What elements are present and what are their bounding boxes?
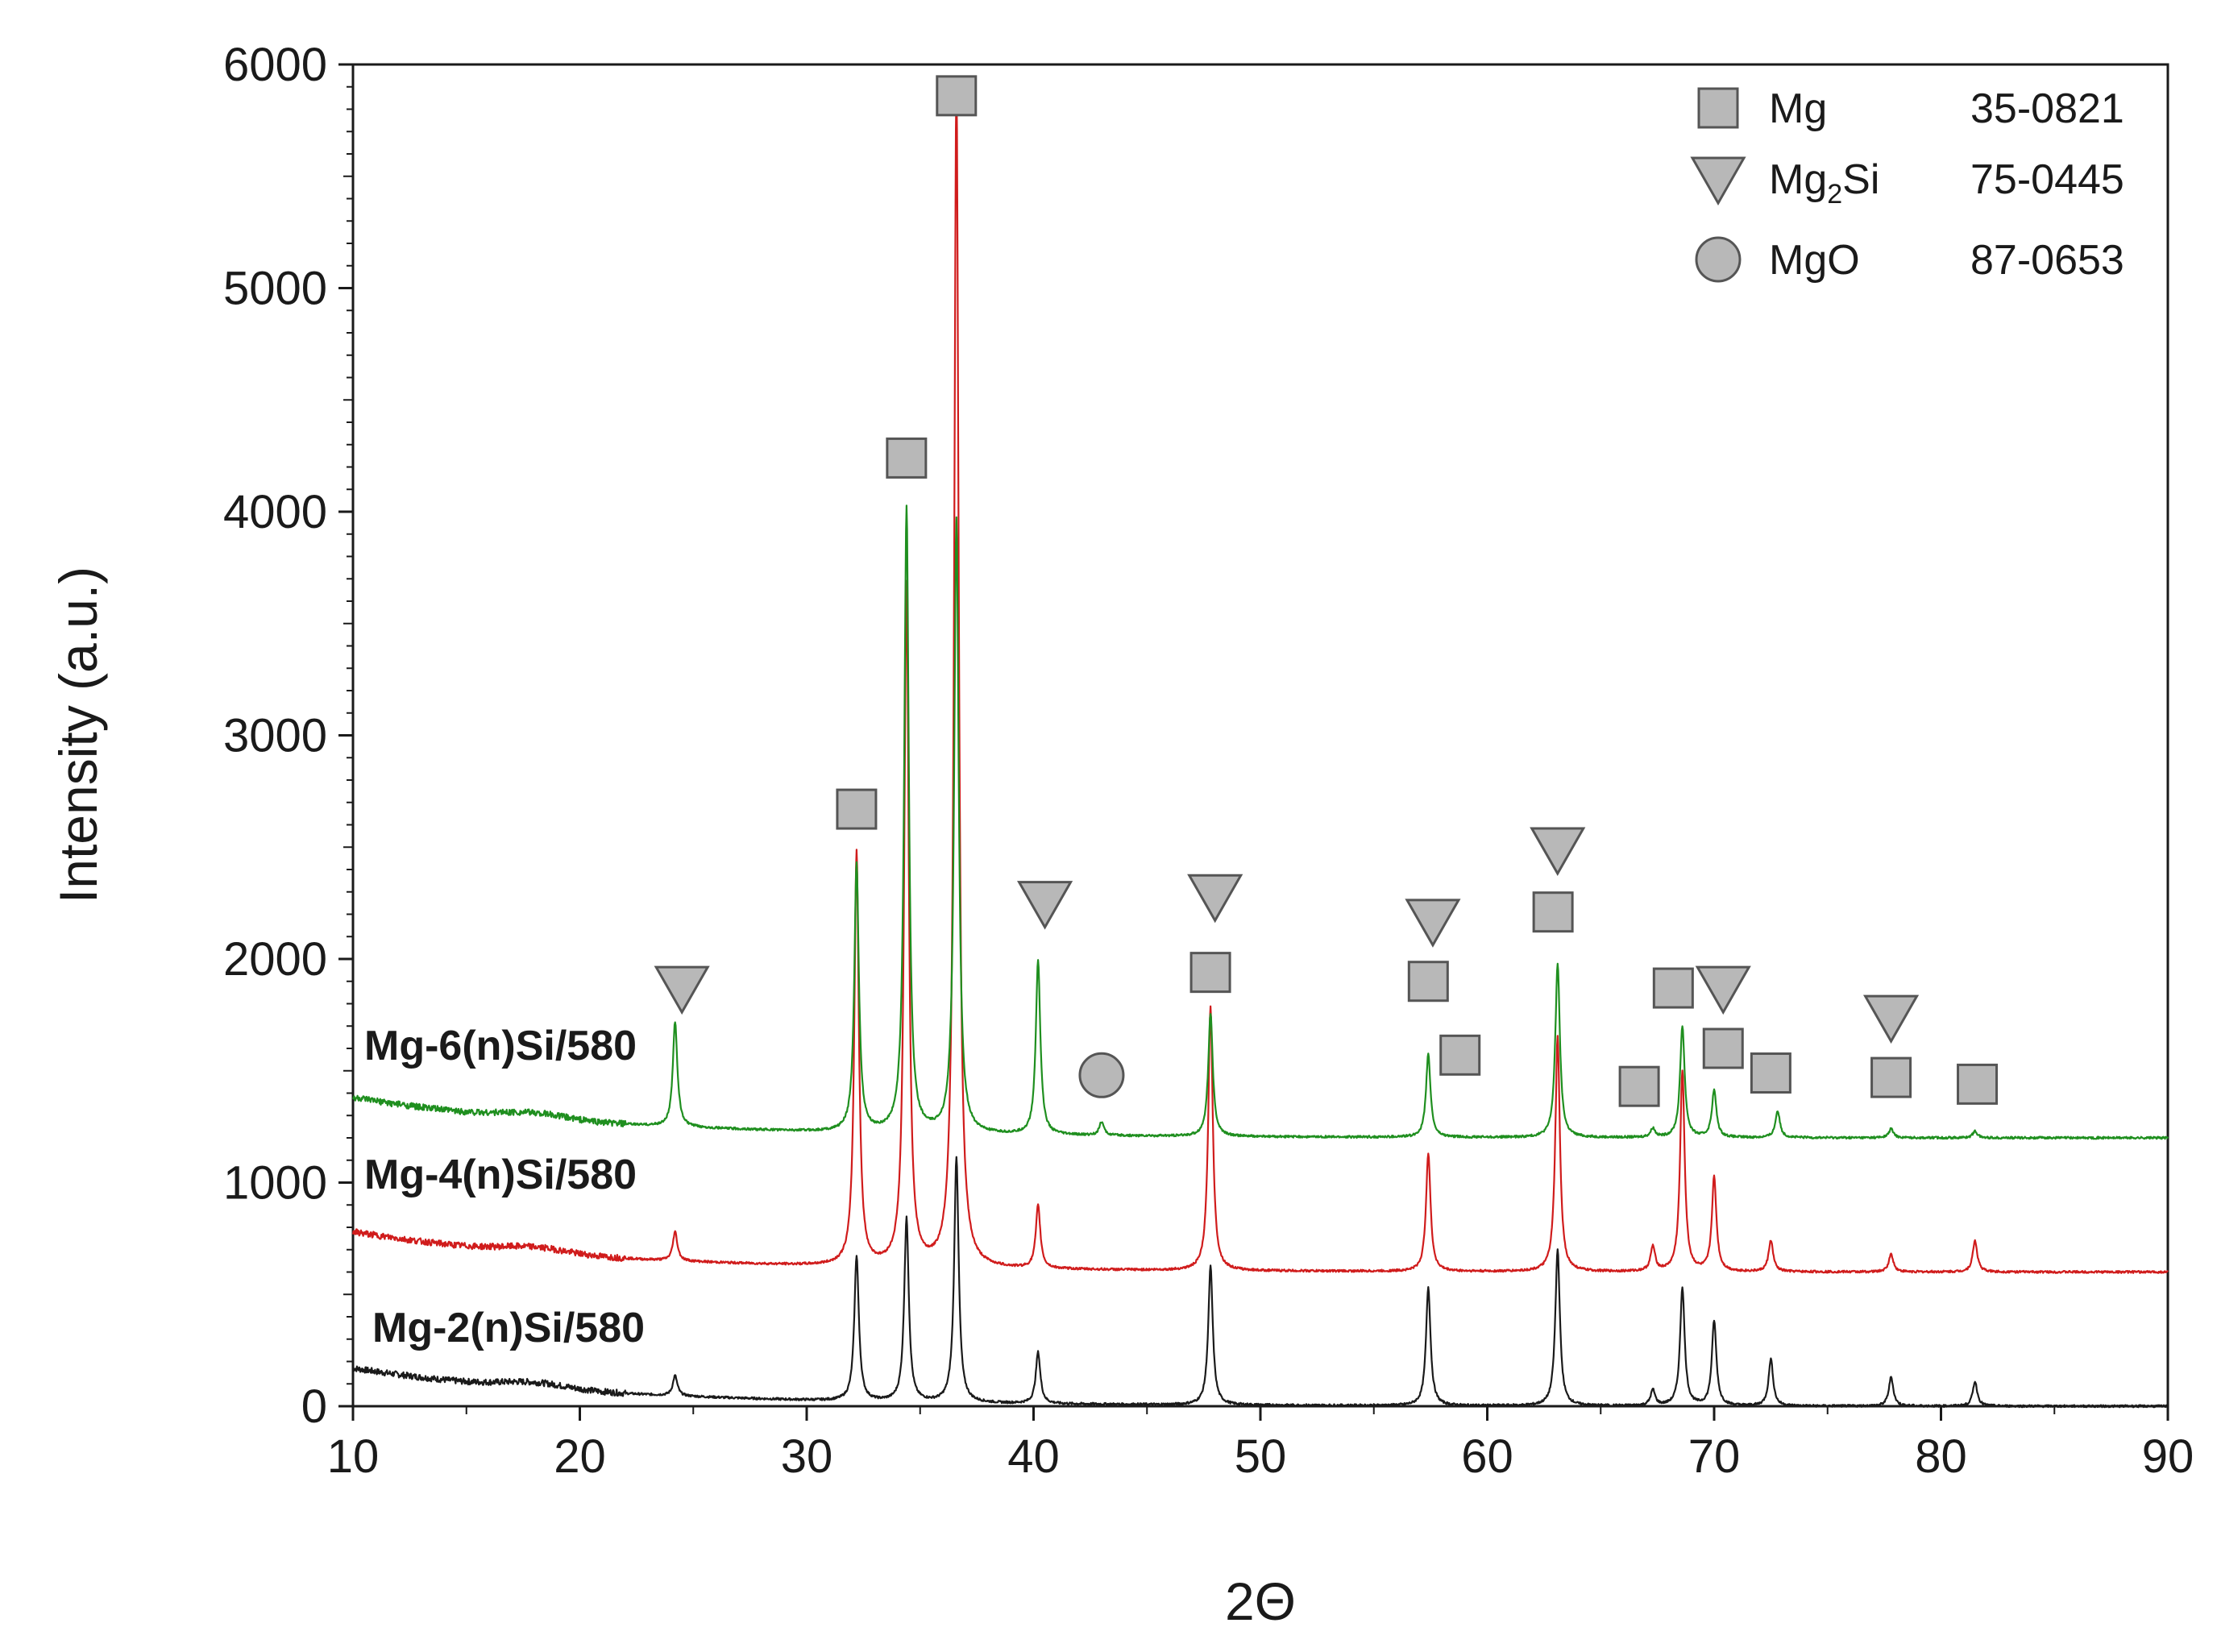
phase-marker-mg-square bbox=[1870, 1056, 1912, 1098]
x-tick-label: 50 bbox=[1235, 1430, 1287, 1483]
phase-marker-mg-square bbox=[936, 75, 978, 117]
legend-pdf-number: 87-0653 bbox=[1970, 237, 2124, 284]
y-tick-label: 0 bbox=[301, 1380, 327, 1433]
legend-pdf-number: 75-0445 bbox=[1970, 156, 2124, 203]
x-tick-label: 90 bbox=[2142, 1430, 2194, 1483]
series-label: Mg-2(n)Si/580 bbox=[372, 1305, 645, 1351]
phase-marker-mg2si-triangle bbox=[654, 965, 710, 1015]
y-tick-label: 1000 bbox=[223, 1157, 327, 1210]
phase-marker-mg-square bbox=[1702, 1027, 1744, 1069]
plot-frame bbox=[351, 63, 2169, 1408]
phase-marker-mgo-circle bbox=[1078, 1052, 1125, 1098]
legend-triangle-icon bbox=[1690, 156, 1746, 206]
x-tick-label: 80 bbox=[1915, 1430, 1967, 1483]
phase-marker-mg-square bbox=[1189, 952, 1231, 994]
phase-marker-mg-square bbox=[836, 788, 878, 830]
phase-marker-mg2si-triangle bbox=[1187, 874, 1243, 924]
phase-marker-mg-square bbox=[1439, 1034, 1481, 1076]
x-axis-title: 2Θ bbox=[1225, 1571, 1296, 1631]
phase-marker-mg-square bbox=[1532, 891, 1574, 933]
phase-marker-mg-square bbox=[1618, 1065, 1660, 1107]
trace-mg-2-n-si-580 bbox=[352, 1156, 2169, 1409]
plot-area bbox=[351, 63, 2169, 1408]
phase-marker-mg-square bbox=[1957, 1063, 1999, 1105]
y-tick-label: 2000 bbox=[223, 933, 327, 986]
legend-label: MgO bbox=[1769, 237, 1860, 284]
x-axis-ticks: 10 20 30 40 50 60 70 80 90 bbox=[327, 1406, 2194, 1483]
trace-mg-6-n-si-580 bbox=[351, 504, 2169, 1140]
series-labels: Mg-2(n)Si/580 Mg-4(n)Si/580 Mg-6(n)Si/580 bbox=[364, 1023, 645, 1351]
legend: Mg 35-0821 Mg2Si 75-0445 MgO 87-0653 bbox=[1690, 85, 2124, 284]
phase-markers bbox=[654, 75, 1999, 1107]
x-tick-label: 40 bbox=[1007, 1430, 1060, 1483]
y-tick-label: 3000 bbox=[223, 710, 327, 762]
legend-square-icon bbox=[1697, 87, 1739, 129]
phase-marker-mg2si-triangle bbox=[1695, 965, 1751, 1015]
x-tick-label: 70 bbox=[1688, 1430, 1741, 1483]
y-tick-label: 5000 bbox=[223, 263, 327, 315]
x-tick-label: 30 bbox=[781, 1430, 833, 1483]
legend-entry: MgO 87-0653 bbox=[1695, 236, 2124, 284]
phase-marker-mg-square bbox=[1652, 967, 1694, 1009]
phase-marker-mg-square bbox=[886, 437, 928, 479]
y-tick-label: 6000 bbox=[223, 39, 327, 91]
phase-marker-mg2si-triangle bbox=[1862, 994, 1920, 1044]
y-axis-ticks: 0 1000 2000 3000 4000 5000 6000 bbox=[223, 39, 353, 1433]
phase-marker-mg2si-triangle bbox=[1016, 881, 1073, 930]
series-label: Mg-6(n)Si/580 bbox=[364, 1023, 637, 1069]
trace-mg-4-n-si-580 bbox=[351, 79, 2169, 1274]
legend-label: Mg2Si bbox=[1769, 156, 1879, 210]
phase-marker-mg2si-triangle bbox=[1530, 827, 1586, 877]
legend-pdf-number: 35-0821 bbox=[1970, 85, 2124, 132]
legend-entry: Mg2Si 75-0445 bbox=[1690, 156, 2124, 210]
diffraction-traces bbox=[351, 79, 2169, 1409]
y-tick-label: 4000 bbox=[223, 486, 327, 538]
x-tick-label: 60 bbox=[1461, 1430, 1513, 1483]
x-tick-label: 20 bbox=[554, 1430, 606, 1483]
series-label: Mg-4(n)Si/580 bbox=[364, 1152, 637, 1198]
x-tick-label: 10 bbox=[327, 1430, 380, 1483]
phase-marker-mg2si-triangle bbox=[1405, 899, 1461, 948]
phase-marker-mg-square bbox=[1750, 1052, 1791, 1094]
phase-marker-mg-square bbox=[1407, 961, 1449, 1002]
legend-entry: Mg 35-0821 bbox=[1697, 85, 2124, 132]
legend-label: Mg bbox=[1769, 85, 1827, 132]
legend-circle-icon bbox=[1695, 236, 1742, 283]
y-axis-title: Intensity (a.u.) bbox=[48, 567, 108, 903]
